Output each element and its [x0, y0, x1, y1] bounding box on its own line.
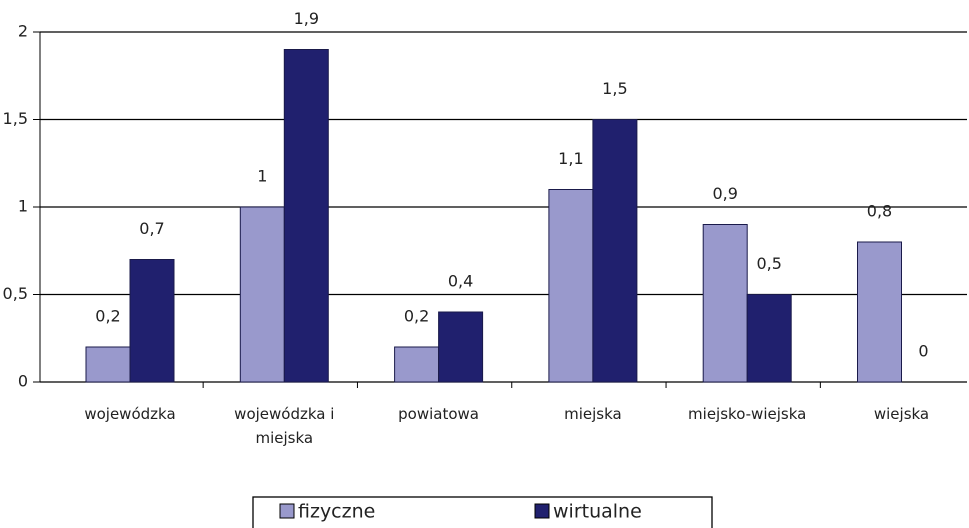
bar	[129, 259, 175, 383]
data-label: 0,5	[756, 254, 781, 273]
x-tick-label: powiatowa	[398, 405, 480, 423]
bar	[746, 294, 792, 383]
data-label: 0,4	[448, 272, 473, 291]
data-label: 0,7	[139, 219, 164, 238]
data-label: 0,9	[712, 184, 737, 203]
data-label: 1,9	[294, 9, 319, 28]
bar	[592, 119, 638, 383]
data-label: 1,5	[602, 79, 627, 98]
x-tick-label: wojewódzka i miejska	[234, 405, 335, 447]
bar	[283, 49, 329, 383]
bar	[438, 311, 484, 383]
bar	[702, 224, 748, 383]
legend-swatch	[534, 503, 550, 519]
y-tick-label: 1	[18, 197, 28, 216]
legend-label: fizyczne	[298, 501, 375, 523]
x-tick-label: miejsko-wiejska	[688, 405, 807, 423]
x-tick-label: wiejska	[873, 405, 930, 423]
x-tick-label: wojewódzka	[84, 405, 176, 423]
y-tick-label: 2	[18, 22, 28, 41]
bar	[85, 346, 131, 383]
data-label: 1,1	[558, 149, 583, 168]
bar	[239, 206, 285, 383]
data-label: 0,2	[404, 307, 429, 326]
y-tick-label: 1,5	[3, 109, 28, 128]
data-label: 0	[918, 342, 928, 361]
legend-label: wirtualne	[553, 501, 642, 523]
bar	[857, 241, 902, 383]
bar	[548, 189, 594, 383]
legend-swatch	[279, 503, 295, 519]
y-tick-label: 0	[18, 372, 28, 391]
data-label: 0,2	[95, 307, 120, 326]
bar	[394, 346, 440, 383]
data-label: 0,8	[867, 202, 892, 221]
data-label: 1	[257, 167, 267, 186]
legend-box	[252, 496, 713, 528]
x-tick-label: miejska	[564, 405, 622, 423]
y-tick-label: 0,5	[3, 284, 28, 303]
